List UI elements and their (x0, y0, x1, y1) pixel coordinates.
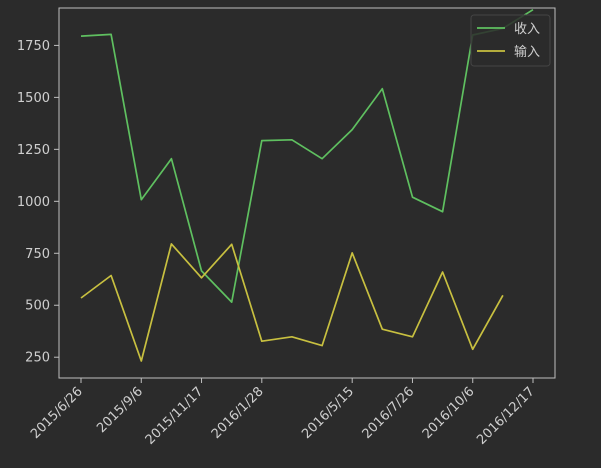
y-tick-label: 250 (25, 351, 50, 366)
x-tick-label: 2016/1/28 (209, 384, 267, 442)
series-line-2 (80, 243, 504, 362)
y-tick-label: 1000 (17, 195, 50, 210)
y-tick-label: 1250 (17, 143, 50, 158)
y-tick-label: 1500 (17, 91, 50, 106)
x-tick-label: 2015/6/26 (28, 384, 86, 442)
legend-label: 输入 (514, 44, 540, 60)
y-tick-label: 1750 (17, 39, 50, 54)
y-tick-label: 500 (25, 299, 50, 314)
x-tick-label: 2016/5/15 (299, 384, 357, 442)
x-tick-label: 2015/11/17 (143, 384, 207, 448)
x-tick-label: 2016/7/26 (360, 384, 418, 442)
series-line-1 (80, 8, 534, 303)
x-tick-label: 2016/10/6 (420, 384, 478, 442)
x-tick-label: 2016/12/17 (474, 384, 538, 448)
x-tick-label: 2015/9/6 (94, 384, 146, 436)
y-tick-label: 750 (25, 247, 50, 262)
legend-label: 收入 (514, 22, 540, 37)
plot-frame (58, 7, 556, 379)
